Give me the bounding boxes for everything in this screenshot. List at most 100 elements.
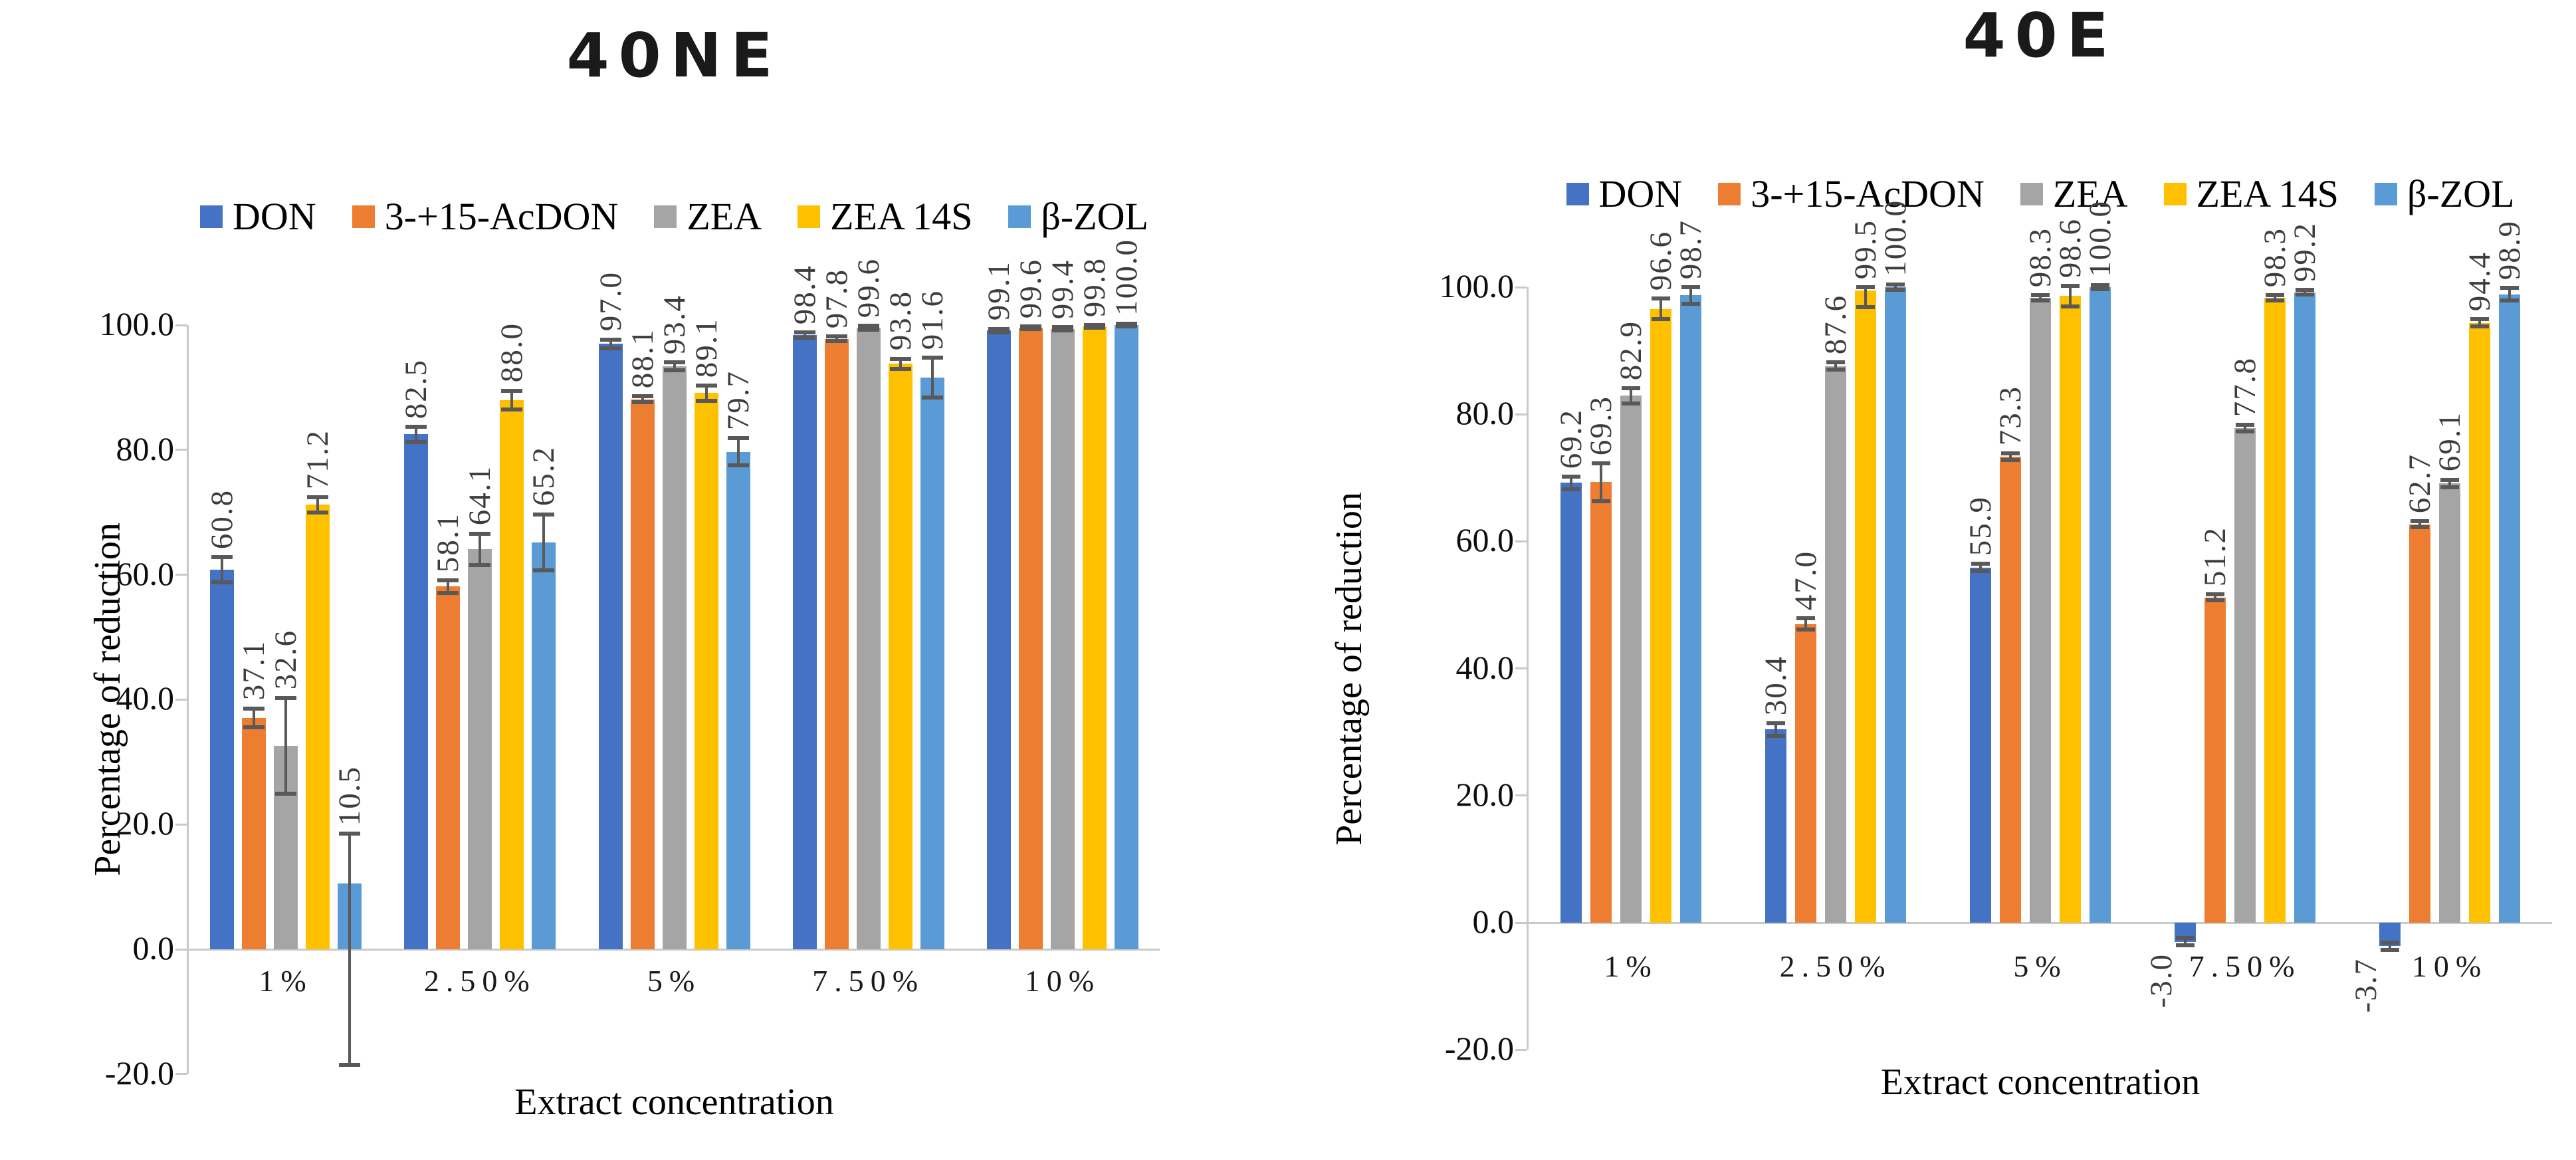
legend-swatch-icon <box>654 205 677 228</box>
bar-value-label: 98.4 <box>787 265 822 325</box>
error-bar-cap <box>2440 477 2459 482</box>
error-bar <box>835 336 838 342</box>
legend: DON 3-+15-AcDON ZEA ZEA 14S β-ZOL <box>189 194 1160 239</box>
bar-value-label: 94.4 <box>2462 251 2497 311</box>
y-tick-mark <box>175 574 187 576</box>
bar <box>2439 483 2460 923</box>
error-bar-cap <box>1856 285 1875 289</box>
bar <box>274 745 298 949</box>
bar-value-label: 32.6 <box>268 630 304 690</box>
error-bar <box>704 386 708 401</box>
y-tick-label: 60.0 <box>1455 521 1515 559</box>
bar-value-label: 93.4 <box>657 294 692 355</box>
bar <box>436 586 461 949</box>
error-bar <box>479 533 482 565</box>
error-bar-cap <box>2206 598 2224 603</box>
error-bar-cap <box>211 580 233 584</box>
error-bar-cap <box>825 339 847 344</box>
error-bar-cap <box>663 368 685 372</box>
bar <box>2060 296 2081 923</box>
error-bar-cap <box>243 706 265 711</box>
y-tick-mark <box>175 324 187 326</box>
error-bar-cap <box>1051 324 1073 329</box>
bar-value-label: 69.1 <box>2432 411 2467 472</box>
bar <box>2204 597 2226 923</box>
error-bar <box>1600 463 1602 502</box>
legend-item: β-ZOL <box>2374 172 2514 216</box>
legend-swatch-icon <box>352 205 375 228</box>
error-bar-cap <box>2381 940 2399 945</box>
error-bar-cap <box>1681 285 1700 289</box>
error-bar-cap <box>1826 360 1845 364</box>
y-axis-line <box>187 325 189 1074</box>
error-bar <box>1834 362 1837 370</box>
error-bar-cap <box>1886 283 1905 287</box>
bar <box>2000 457 2021 923</box>
legend-swatch-icon <box>1008 205 1031 228</box>
bar-value-label: 51.2 <box>2198 526 2232 586</box>
error-bar-cap <box>1796 616 1815 621</box>
bar-value-label: 97.8 <box>819 268 854 328</box>
error-bar-cap <box>1826 368 1845 372</box>
error-bar <box>415 427 418 442</box>
bar <box>1650 308 1671 923</box>
category-label: 5% <box>647 964 702 998</box>
bar-value-label: 62.7 <box>2403 453 2437 513</box>
bar-value-label: 97.0 <box>593 271 628 332</box>
error-bar <box>348 834 352 1065</box>
error-bar-cap <box>1796 628 1815 632</box>
error-bar <box>2508 287 2511 301</box>
error-bar <box>997 328 1000 333</box>
bar <box>856 327 881 949</box>
y-tick-label: 100.0 <box>99 305 175 342</box>
y-tick-label: 60.0 <box>116 554 175 592</box>
legend-item: ZEA 14S <box>2163 172 2339 216</box>
error-bar-cap <box>2236 429 2254 433</box>
bar-value-label: 37.1 <box>237 640 272 701</box>
error-bar-cap <box>727 463 749 468</box>
category-label: 7.50% <box>2189 949 2302 983</box>
error-bar-cap <box>405 425 427 429</box>
bar-value-label: 30.4 <box>1759 655 1793 715</box>
error-bar-cap <box>2411 525 2429 530</box>
error-bar-cap <box>599 337 621 342</box>
bar-value-label: 82.9 <box>1614 320 1648 381</box>
error-bar-cap <box>1971 569 1990 574</box>
error-bar <box>2184 937 2187 946</box>
y-axis-title: Percentage of reduction <box>1329 491 1370 846</box>
bar-value-label: 64.1 <box>463 465 498 526</box>
error-bar-cap <box>2176 935 2195 940</box>
category-label: 2.50% <box>423 964 536 998</box>
error-bar-cap <box>2236 423 2254 427</box>
bar <box>2499 294 2520 923</box>
error-bar-cap <box>2001 458 2020 463</box>
error-bar-cap <box>307 495 329 500</box>
bar-value-label: 100.0 <box>1109 239 1144 316</box>
error-bar-cap <box>1592 499 1610 504</box>
error-bar-cap <box>405 439 427 444</box>
category-label: 10% <box>1024 964 1101 998</box>
legend-swatch-icon <box>2163 182 2187 205</box>
error-bar <box>609 339 612 348</box>
legend-label: ZEA 14S <box>2196 172 2339 215</box>
legend-label: DON <box>233 195 316 238</box>
bar-value-label: 69.3 <box>1584 395 1618 455</box>
error-bar <box>1093 325 1096 328</box>
error-bar <box>542 514 546 571</box>
error-bar-cap <box>1856 304 1875 309</box>
error-bar-cap <box>695 384 717 388</box>
bar <box>532 542 556 949</box>
error-bar-cap <box>1971 561 1990 566</box>
error-bar <box>2418 521 2421 528</box>
bar <box>694 393 718 949</box>
y-tick-mark <box>1515 921 1527 924</box>
bar-value-label: 55.9 <box>1963 495 1998 556</box>
error-bar-cap <box>2266 293 2284 298</box>
bar-value-label: 99.1 <box>981 261 1016 321</box>
y-tick-label: 80.0 <box>116 429 175 467</box>
legend-swatch-icon <box>798 205 821 228</box>
error-bar-cap <box>243 725 265 729</box>
error-bar <box>1774 723 1777 736</box>
y-tick-mark <box>1515 413 1527 415</box>
